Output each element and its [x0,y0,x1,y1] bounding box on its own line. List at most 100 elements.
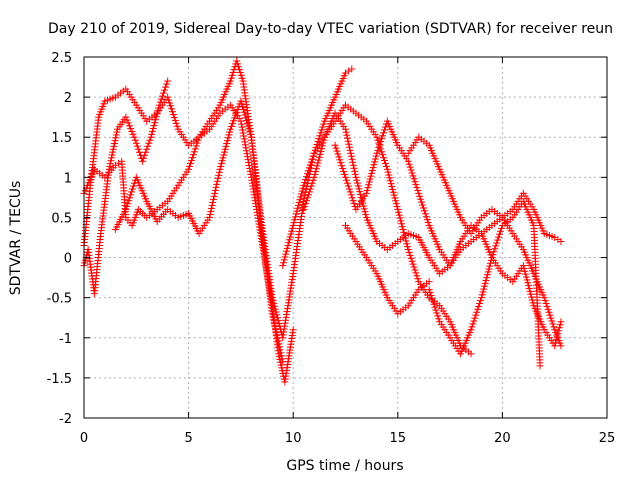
data-point [476,300,484,308]
data-point [110,140,118,148]
data-point [218,157,226,165]
data-point [109,148,117,156]
data-point [347,149,355,157]
data-point [424,219,432,227]
data-point [383,165,391,173]
data-point [282,250,290,258]
data-point [108,151,116,159]
data-point [404,157,412,165]
data-point [351,170,359,178]
data-point [375,143,383,151]
data-point [341,170,349,178]
data-point [241,138,249,146]
data-point [557,342,565,350]
data-point [413,272,421,280]
data-point [422,213,430,221]
data-point [303,173,311,181]
y-tick-label: -2 [59,412,72,427]
data-point [336,156,344,164]
data-point [343,179,351,187]
data-point [236,68,244,76]
data-point [369,164,377,172]
data-point [388,183,396,191]
data-point [211,189,219,197]
data-point [337,159,345,167]
data-point [297,193,305,201]
data-point [360,205,368,213]
data-point [313,162,321,170]
data-point [279,259,287,267]
data-point [318,145,326,153]
data-point [482,276,490,284]
plot-frame [83,56,608,419]
data-point [366,175,374,183]
data-point [314,138,322,146]
data-point [376,141,384,149]
data-point [391,194,399,202]
x-tick-label: 5 [184,431,192,446]
data-point [523,276,531,284]
data-point [285,236,293,244]
data-point [279,262,287,270]
data-point [338,162,346,170]
data-point [415,189,423,197]
data-point [527,290,535,298]
data-point [432,306,440,314]
data-point [134,145,142,153]
data-point [124,200,132,208]
data-point [319,139,327,147]
data-point [191,145,199,153]
data-point [168,108,176,116]
data-point [275,343,283,351]
data-point [296,196,304,204]
data-marks [80,57,565,386]
data-point [237,71,245,79]
data-point [398,220,406,228]
data-point [151,119,159,127]
data-point [385,171,393,179]
data-point [297,190,305,198]
data-point [247,170,255,178]
data-point [348,65,356,73]
data-point [467,350,475,358]
data-point [172,119,180,127]
data-point [349,158,357,166]
data-point [353,179,361,187]
data-point [542,300,550,308]
data-point [279,358,287,366]
data-point [128,188,136,196]
data-point [284,242,292,250]
data-point [271,302,279,310]
data-point [209,198,217,206]
data-point [210,192,218,200]
data-point [213,177,221,185]
data-point [477,297,485,305]
data-point [546,311,554,319]
data-point [352,173,360,181]
data-point [150,122,158,130]
data-point [368,166,376,174]
data-point [164,93,172,101]
data-point [112,131,120,139]
data-point [152,116,160,124]
data-point [397,217,405,225]
data-point [142,148,150,156]
data-point [347,152,355,160]
data-point [163,80,171,88]
data-point [128,127,136,135]
data-point [485,265,493,273]
data-point [481,279,489,287]
data-point [312,165,320,173]
data-point [109,145,117,153]
data-point [268,310,276,318]
data-point [288,224,296,232]
data-point [548,317,556,325]
data-point [393,203,401,211]
data-point [239,126,247,134]
data-point [110,142,118,150]
data-point [521,267,529,275]
data-point [550,323,558,331]
data-point [316,150,324,158]
data-point [405,160,413,168]
data-point [468,323,476,331]
